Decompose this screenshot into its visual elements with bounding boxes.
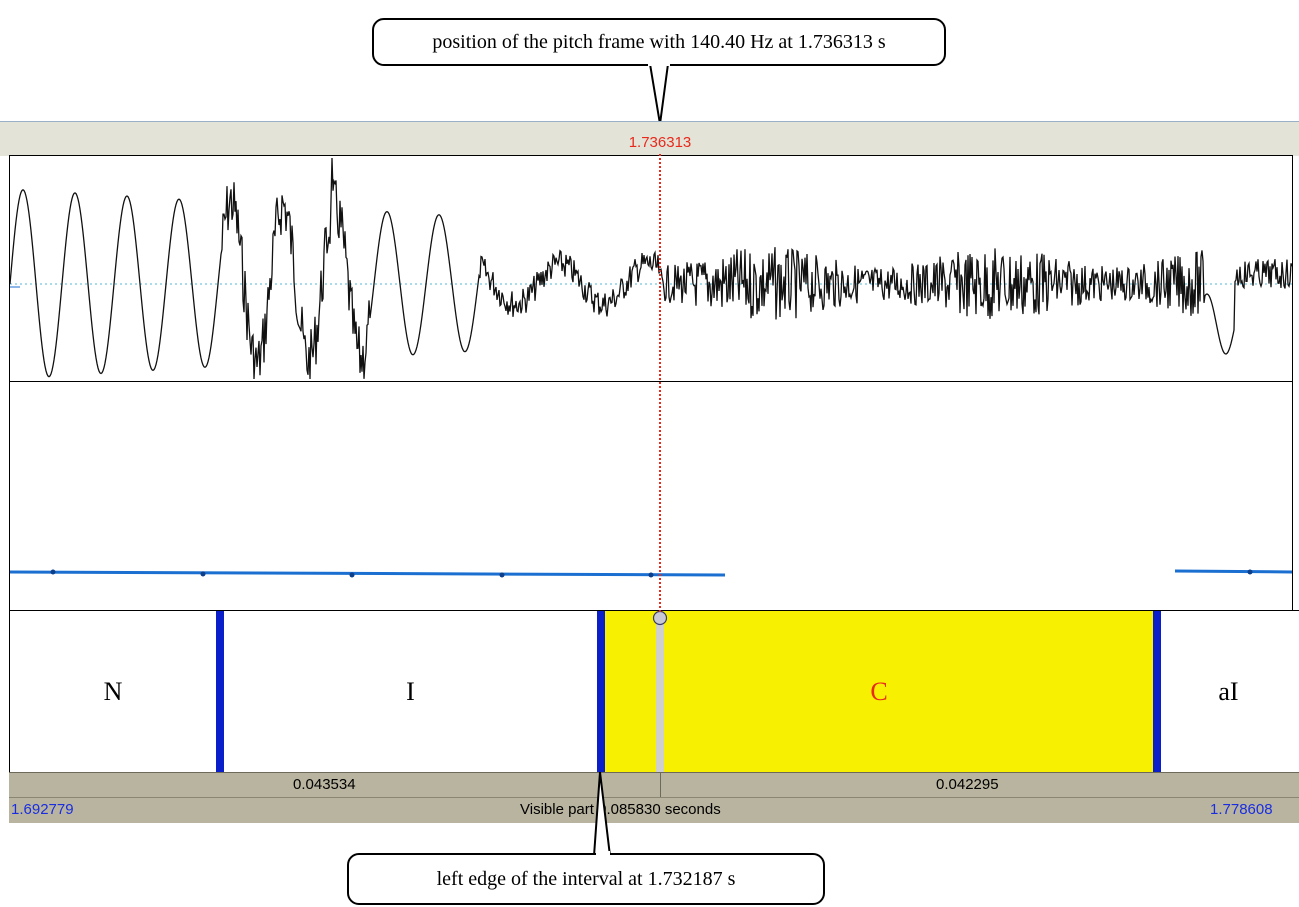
pitch-point: [349, 572, 355, 578]
tier-cursor-bar: [656, 617, 664, 772]
pitch-frame-callout-text: position of the pitch frame with 140.40 …: [432, 30, 886, 53]
interval-label: I: [406, 676, 415, 706]
duration-divider: [660, 773, 661, 797]
duration-cell-left[interactable]: 0.043534: [9, 773, 601, 797]
callout-joint: [596, 851, 610, 856]
pitch-point: [499, 572, 505, 578]
cursor-time-label: 1.736313: [628, 134, 692, 151]
visible-part-label: Visible part 0.085830 seconds: [520, 801, 721, 818]
pitch-frame-callout-pointer: [648, 64, 670, 125]
interval-n[interactable]: N: [10, 611, 216, 772]
cursor-line: [659, 154, 661, 612]
pitch-point: [200, 571, 206, 577]
interval-edge-callout-pointer: [592, 772, 612, 856]
interval-c-selected[interactable]: C: [605, 611, 1153, 772]
pitch-frame-callout: position of the pitch frame with 140.40 …: [372, 18, 946, 66]
interval-edge-callout: left edge of the interval at 1.732187 s: [347, 853, 825, 905]
interval-boundary[interactable]: [1153, 611, 1161, 772]
pitch-point: [648, 572, 654, 578]
pitch-contour-left: [10, 570, 726, 577]
pitch-point: [1247, 569, 1253, 575]
interval-label: C: [870, 676, 888, 706]
visible-end-time: 1.778608: [1210, 801, 1273, 818]
visible-part-bar[interactable]: 1.692779 Visible part 0.085830 seconds 1…: [9, 797, 1299, 823]
duration-right-value: 0.042295: [936, 776, 999, 793]
interval-boundary-selected-left[interactable]: [597, 611, 605, 772]
pitch-pane[interactable]: [9, 382, 1293, 610]
waveform-trace: [10, 157, 1292, 380]
pitch-svg: [10, 569, 1292, 578]
pitch-point: [50, 569, 56, 575]
interval-i[interactable]: I: [224, 611, 597, 772]
interval-boundary[interactable]: [216, 611, 224, 772]
waveform-pane[interactable]: [9, 155, 1293, 382]
interval-tier[interactable]: N I C aI: [9, 610, 1299, 772]
interval-edge-callout-text: left edge of the interval at 1.732187 s: [436, 867, 736, 890]
tier-cursor-handle[interactable]: [651, 610, 669, 628]
visible-start-time: 1.692779: [11, 801, 74, 818]
interval-ai[interactable]: aI: [1161, 611, 1296, 772]
pitch-contour-right: [1174, 569, 1292, 574]
duration-bar[interactable]: 0.043534 0.042295: [9, 772, 1299, 797]
interval-label: N: [103, 676, 123, 706]
duration-cell-right[interactable]: 0.042295: [661, 773, 1299, 797]
interval-label: aI: [1218, 676, 1239, 706]
duration-left-value: 0.043534: [293, 776, 356, 793]
time-header-strip[interactable]: [0, 121, 1299, 156]
waveform-svg: [10, 157, 1292, 380]
